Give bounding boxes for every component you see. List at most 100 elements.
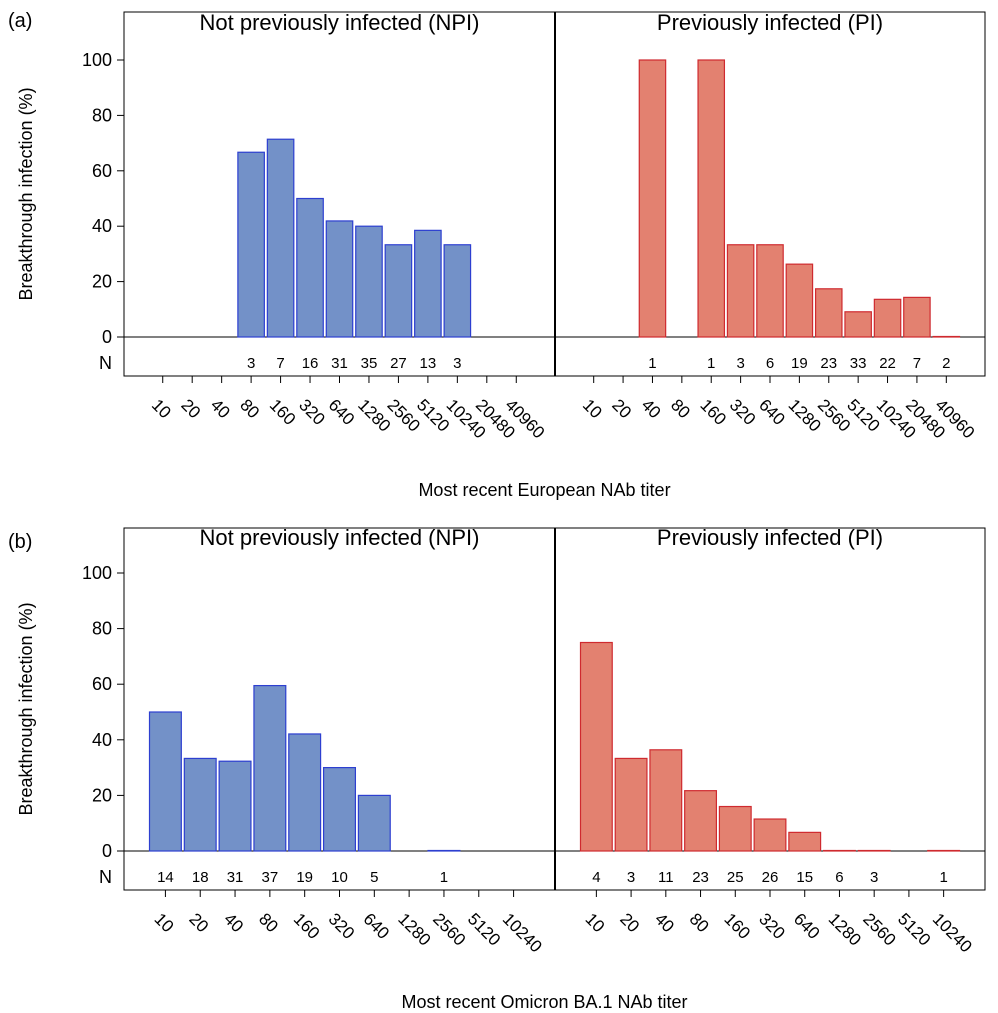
y-tick-label: 80 [92, 105, 112, 125]
x-tick-label: 20 [185, 909, 212, 936]
bar [932, 335, 961, 338]
x-tick-label: 160 [720, 909, 753, 942]
n-label: 3 [870, 869, 878, 886]
n-label: 3 [627, 869, 635, 886]
bar [253, 684, 287, 852]
n-label: 1 [707, 355, 715, 372]
x-tick-label: 5120 [843, 395, 883, 435]
panel-label: (b) [8, 531, 32, 553]
x-tick-label: 1280 [394, 909, 434, 949]
n-label: 14 [157, 869, 174, 886]
bar [649, 749, 683, 852]
x-tick-label: 160 [266, 395, 299, 428]
bar [579, 641, 613, 852]
bar [218, 760, 252, 852]
facet-title: Previously infected (PI) [657, 10, 883, 35]
n-label: 16 [302, 355, 319, 372]
y-tick-label: 100 [82, 50, 112, 70]
n-label: 19 [296, 869, 313, 886]
chart-panel: (a)Breakthrough infection (%)02040608010… [8, 10, 986, 500]
n-label: 10 [331, 869, 348, 886]
x-tick-label: 640 [755, 395, 788, 428]
n-label: 33 [850, 355, 867, 372]
n-label: 27 [390, 355, 407, 372]
x-tick-label: 320 [295, 395, 328, 428]
y-axis-title: Breakthrough infection (%) [16, 602, 36, 815]
x-tick-label: 10 [582, 909, 609, 936]
x-tick-label: 160 [290, 909, 323, 942]
bar [726, 244, 755, 338]
bar [873, 298, 902, 338]
bar [148, 711, 182, 852]
n-label: 3 [247, 355, 255, 372]
bar [325, 220, 354, 338]
bar [288, 733, 322, 852]
bar [903, 296, 931, 338]
n-label: 2 [942, 355, 950, 372]
bar [296, 197, 324, 338]
x-tick-label: 2560 [384, 395, 424, 435]
bar [443, 244, 472, 338]
n-label: 15 [796, 869, 813, 886]
n-label: 23 [692, 869, 709, 886]
y-tick-label: 0 [102, 327, 112, 347]
n-label: 4 [592, 869, 600, 886]
n-label: 13 [420, 355, 437, 372]
bar [788, 831, 822, 852]
n-label: 1 [440, 869, 448, 886]
y-tick-label: 40 [92, 216, 112, 236]
x-tick-label: 10240 [929, 909, 976, 956]
n-label: 6 [835, 869, 843, 886]
bar [753, 818, 787, 852]
n-label: 22 [879, 355, 896, 372]
bar [614, 757, 648, 852]
x-tick-label: 80 [255, 909, 282, 936]
bar [684, 790, 718, 852]
bar [183, 757, 217, 852]
bar [237, 151, 265, 338]
x-axis-title: Most recent Omicron BA.1 NAb titer [401, 992, 687, 1012]
bar [756, 244, 784, 338]
x-tick-label: 80 [686, 909, 713, 936]
x-tick-label: 1280 [785, 395, 825, 435]
x-tick-label: 10240 [499, 909, 546, 956]
x-tick-label: 2560 [814, 395, 854, 435]
facet-title: Not previously infected (NPI) [200, 10, 480, 35]
y-tick-label: 80 [92, 619, 112, 639]
x-tick-label: 1280 [825, 909, 865, 949]
x-tick-label: 20 [608, 395, 635, 422]
bar [857, 849, 891, 852]
x-tick-label: 320 [726, 395, 759, 428]
y-axis-title: Breakthrough infection (%) [16, 87, 36, 300]
bar [357, 794, 391, 852]
x-tick-label: 640 [359, 909, 392, 942]
chart-panel: (b) Breakthrough infection (%) 0 20 40 60 80 10… [8, 525, 986, 1012]
x-tick-label: 10 [148, 395, 175, 422]
x-tick-label: 20 [177, 395, 204, 422]
n-label: 23 [820, 355, 837, 372]
y-tick-label: 0 [102, 841, 112, 861]
n-label: 11 [658, 869, 674, 886]
n-label: 26 [762, 869, 779, 886]
n-label: 37 [262, 869, 279, 886]
y-tick-label: 20 [92, 785, 112, 805]
n-label: 3 [736, 355, 744, 372]
bar [822, 849, 856, 852]
y-tick-label: 60 [92, 674, 112, 694]
y-tick-label: 40 [92, 730, 112, 750]
x-tick-label: 40 [220, 909, 247, 936]
x-tick-label: 40 [638, 395, 665, 422]
x-tick-label: 40 [207, 395, 234, 422]
x-tick-label: 80 [236, 395, 263, 422]
n-label: 3 [453, 355, 461, 372]
bar [638, 59, 667, 338]
x-tick-label: 640 [790, 909, 823, 942]
n-label: 6 [766, 355, 774, 372]
bar [697, 59, 726, 338]
bar [266, 138, 295, 338]
y-tick-label: 100 [82, 563, 112, 583]
bar [718, 805, 752, 852]
x-tick-label: 320 [325, 909, 358, 942]
x-tick-label: 10 [579, 395, 606, 422]
